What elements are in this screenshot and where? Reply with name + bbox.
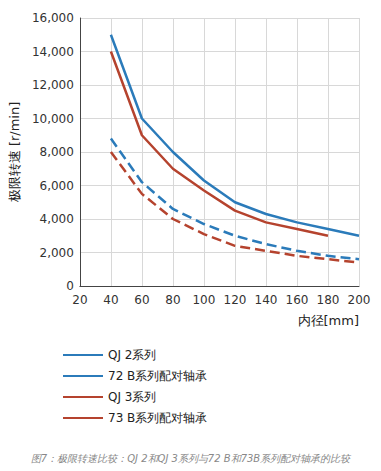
svg-text:12,000: 12,000 bbox=[32, 78, 74, 92]
svg-text:8,000: 8,000 bbox=[40, 145, 74, 159]
svg-text:100: 100 bbox=[192, 293, 215, 307]
svg-text:72 B系列配对轴承: 72 B系列配对轴承 bbox=[108, 369, 207, 383]
svg-text:极限转速 [r/min]: 极限转速 [r/min] bbox=[7, 102, 22, 204]
svg-text:4,000: 4,000 bbox=[40, 212, 74, 226]
svg-text:20: 20 bbox=[72, 293, 87, 307]
svg-text:0: 0 bbox=[66, 279, 74, 293]
svg-text:10,000: 10,000 bbox=[32, 112, 74, 126]
svg-text:140: 140 bbox=[255, 293, 278, 307]
svg-text:40: 40 bbox=[103, 293, 118, 307]
svg-text:180: 180 bbox=[317, 293, 340, 307]
svg-text:160: 160 bbox=[286, 293, 309, 307]
svg-text:图7：极限转速比较：QJ 2和QJ 3系列与72 B和73B: 图7：极限转速比较：QJ 2和QJ 3系列与72 B和73B系列配对轴承的比较 bbox=[31, 453, 352, 464]
svg-text:2,000: 2,000 bbox=[40, 246, 74, 260]
svg-text:73 B系列配对轴承: 73 B系列配对轴承 bbox=[108, 411, 207, 425]
svg-text:16,000: 16,000 bbox=[32, 11, 74, 25]
svg-text:120: 120 bbox=[223, 293, 246, 307]
svg-text:14,000: 14,000 bbox=[32, 45, 74, 59]
svg-text:80: 80 bbox=[165, 293, 180, 307]
svg-text:60: 60 bbox=[134, 293, 149, 307]
svg-text:QJ 2系列: QJ 2系列 bbox=[108, 348, 156, 362]
svg-text:内径[mm]: 内径[mm] bbox=[298, 313, 359, 328]
svg-text:200: 200 bbox=[348, 293, 371, 307]
svg-text:6,000: 6,000 bbox=[40, 179, 74, 193]
svg-text:QJ 3系列: QJ 3系列 bbox=[108, 390, 156, 404]
